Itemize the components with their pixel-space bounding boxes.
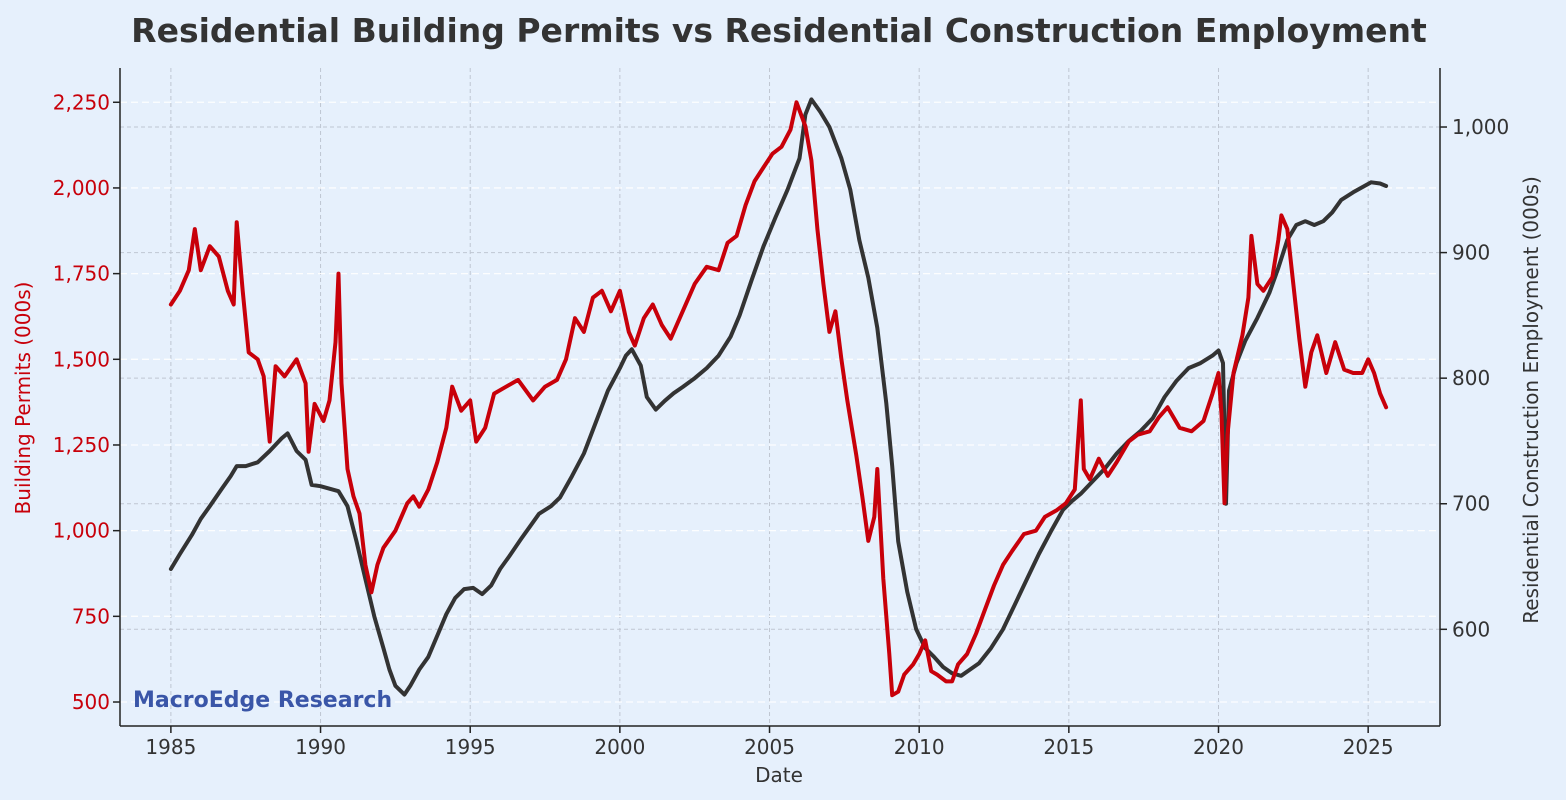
- x-tick-label: 1985: [145, 735, 196, 759]
- y-left-tick-label: 1,750: [53, 262, 110, 286]
- y-left-tick-label: 1,250: [53, 433, 110, 457]
- x-tick-label: 2020: [1193, 735, 1244, 759]
- y-axis-right-label: Residential Construction Employment (000…: [1519, 176, 1543, 624]
- x-axis-label: Date: [755, 763, 803, 787]
- permits-series-line: [168, 100, 1389, 698]
- series-group: [168, 97, 1389, 698]
- y-left-tick-label: 500: [72, 690, 110, 714]
- x-tick-label: 1990: [295, 735, 346, 759]
- ticks-group: 1985 1990 1995 2000 2005 2010 2015 2020 2025 500 7…: [53, 90, 1510, 759]
- x-tick-label: 2015: [1043, 735, 1094, 759]
- grid-lines: [120, 68, 1440, 726]
- x-tick-label: 2000: [594, 735, 645, 759]
- y-right-tick-label: 900: [1452, 241, 1490, 265]
- y-right-tick-label: 600: [1452, 617, 1490, 641]
- y-axis-left-label: Building Permits (000s): [11, 282, 35, 515]
- employment-series-line: [168, 97, 1389, 697]
- y-right-tick-label: 800: [1452, 366, 1490, 390]
- y-left-tick-label: 1,500: [53, 347, 110, 371]
- y-left-tick-label: 2,000: [53, 176, 110, 200]
- watermark-text: MacroEdge Research: [133, 688, 392, 713]
- chart-title: Residential Building Permits vs Resident…: [131, 11, 1427, 50]
- x-tick-label: 2005: [744, 735, 795, 759]
- y-right-tick-label: 1,000: [1452, 115, 1509, 139]
- y-right-tick-label: 700: [1452, 492, 1490, 516]
- y-left-tick-label: 2,250: [53, 90, 110, 114]
- x-tick-label: 2010: [894, 735, 945, 759]
- y-left-tick-label: 750: [72, 604, 110, 628]
- x-tick-label: 1995: [445, 735, 496, 759]
- axis-spines: [119, 68, 1441, 727]
- x-tick-label: 2025: [1343, 735, 1394, 759]
- y-left-tick-label: 1,000: [53, 519, 110, 543]
